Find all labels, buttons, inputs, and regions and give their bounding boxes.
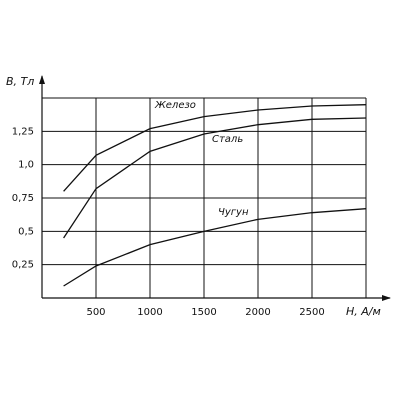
series-line bbox=[63, 117, 367, 239]
series-label: Чугун bbox=[218, 207, 249, 218]
series-line bbox=[63, 104, 367, 192]
series-line bbox=[63, 208, 367, 287]
x-axis-label: H, А/м bbox=[346, 305, 381, 318]
y-tick-label: 1,25 bbox=[12, 126, 34, 137]
y-tick-label: 0,25 bbox=[12, 260, 34, 271]
x-tick-label: 500 bbox=[86, 307, 105, 318]
y-axis-arrow bbox=[39, 75, 45, 84]
x-tick-label: 1000 bbox=[137, 307, 162, 318]
x-tick-label: 2500 bbox=[299, 307, 324, 318]
series-label: Сталь bbox=[212, 134, 243, 145]
y-tick-label: 1,0 bbox=[18, 160, 34, 171]
y-axis-label: B, Тл bbox=[6, 75, 34, 88]
y-tick-label: 0,75 bbox=[12, 193, 34, 204]
x-tick-label: 1500 bbox=[191, 307, 216, 318]
x-axis-arrow bbox=[382, 295, 391, 301]
y-tick-label: 0,5 bbox=[18, 226, 34, 237]
series-label: Железо bbox=[154, 100, 196, 111]
x-tick-label: 2000 bbox=[245, 307, 270, 318]
